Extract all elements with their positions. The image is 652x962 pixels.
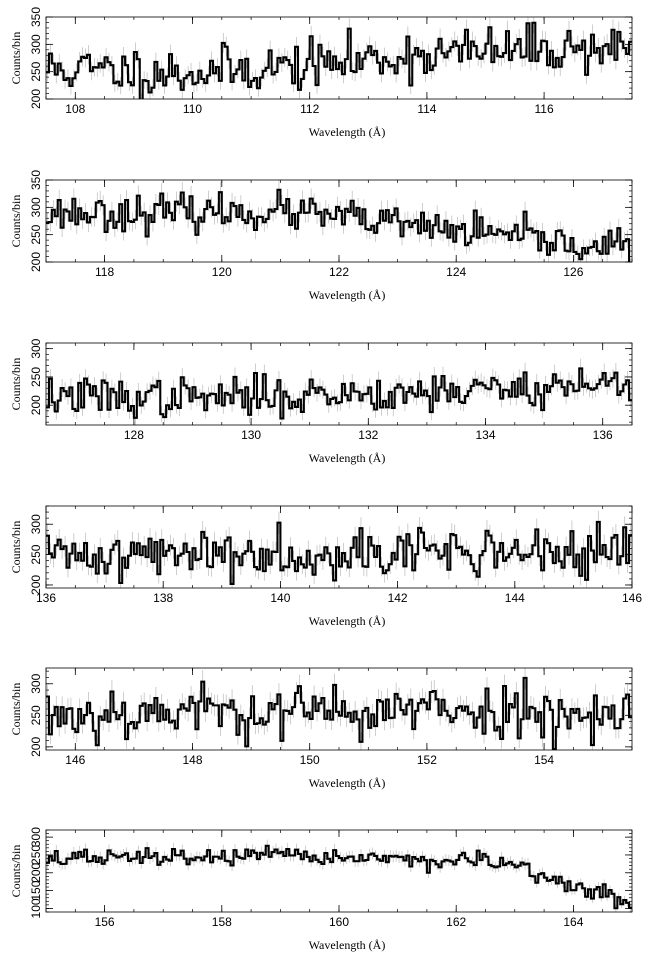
y-tick-label: 300 [29,34,43,54]
x-tick-label: 126 [563,265,583,279]
x-axis-label: Wavelength (Å) [309,776,386,790]
x-tick-label: 108 [65,102,85,116]
x-tick-label: 120 [212,265,232,279]
y-axis-label: Counts/bin [9,845,23,898]
y-tick-label: 200 [29,89,43,109]
x-tick-label: 148 [182,753,202,767]
series-group [46,839,632,912]
spectrum-series-line [46,21,632,99]
y-tick-label: 350 [29,170,43,190]
spectrum-series-line [46,188,631,262]
x-tick-label: 138 [153,591,173,605]
chart-panel-3: 128 130 132 134 136 200 250 300 Wavelength (Å) Co… [9,338,633,465]
chart-panel-2: 118 120 122 124 126 200 250 300 350 Wavelength (Å… [9,170,633,302]
y-tick-label: 200 [29,395,43,415]
y-axis-label: Counts/bin [9,195,23,248]
x-tick-label: 110 [183,102,202,116]
y-tick-label: 250 [29,705,43,725]
y-axis-label: Counts/bin [9,683,23,736]
x-tick-label: 142 [388,591,408,605]
chart-panel-5: 146 148 150 152 154 200 250 300 Wavelength (Å) Co… [9,667,633,790]
x-tick-label: 116 [535,102,554,116]
x-tick-label: 136 [36,591,56,605]
y-tick-label: 250 [29,224,43,244]
chart-panel-1: 108 110 112 114 116 200 250 300 350 Wavelength (Å… [9,7,633,139]
x-tick-label: 140 [270,591,290,605]
series-group [46,668,632,750]
x-tick-label: 162 [446,915,466,929]
x-tick-label: 150 [300,753,320,767]
x-tick-label: 152 [417,753,437,767]
x-axis-label: Wavelength (Å) [309,125,386,139]
y-axis-label: Counts/bin [9,32,23,85]
y-tick-label: 100 [29,898,43,918]
spectrum-series-line [46,520,632,585]
x-tick-label: 112 [300,102,319,116]
y-tick-label: 250 [29,544,43,564]
y-tick-label: 350 [29,7,43,27]
y-tick-label: 250 [29,367,43,387]
x-axis-label: Wavelength (Å) [309,938,386,952]
y-tick-label: 150 [29,880,43,900]
y-tick-label: 200 [29,575,43,595]
y-tick-label: 300 [29,827,43,847]
x-tick-label: 122 [329,265,349,279]
x-tick-label: 130 [241,428,261,442]
y-axis-label: Counts/bin [9,358,23,411]
spectrum-series-line [46,367,632,420]
x-tick-label: 134 [475,428,495,442]
y-tick-label: 250 [29,61,43,81]
x-tick-label: 136 [593,428,613,442]
x-tick-label: 132 [358,428,378,442]
y-tick-label: 250 [29,845,43,865]
x-tick-label: 144 [505,591,525,605]
x-tick-label: 146 [65,753,85,767]
y-axis-label: Counts/bin [9,521,23,574]
series-group [46,510,632,588]
series-group [46,358,632,425]
x-tick-label: 158 [212,915,232,929]
y-tick-label: 200 [29,862,43,882]
x-axis-label: Wavelength (Å) [309,614,386,628]
x-tick-label: 160 [329,915,349,929]
x-tick-label: 146 [622,591,642,605]
plot-frame [45,829,633,913]
x-tick-label: 154 [534,753,554,767]
chart-panel-4: 136 138 140 142 144 146 200 250 300 Wavelength (Å… [9,505,642,628]
y-tick-label: 300 [29,197,43,217]
x-tick-label: 164 [563,915,583,929]
x-tick-label: 156 [95,915,115,929]
y-tick-label: 300 [29,673,43,693]
x-tick-label: 118 [95,265,114,279]
y-tick-label: 200 [29,252,43,272]
spectrum-series-line [46,676,632,750]
x-axis-label: Wavelength (Å) [309,451,386,465]
series-group [46,17,632,99]
x-tick-label: 114 [417,102,436,116]
x-axis-label: Wavelength (Å) [309,288,386,302]
y-tick-label: 200 [29,737,43,757]
y-tick-label: 300 [29,338,43,358]
spectrum-series-line [46,844,632,910]
x-tick-label: 128 [124,428,144,442]
x-tick-label: 124 [446,265,466,279]
series-group [46,180,631,262]
y-tick-label: 300 [29,514,43,534]
